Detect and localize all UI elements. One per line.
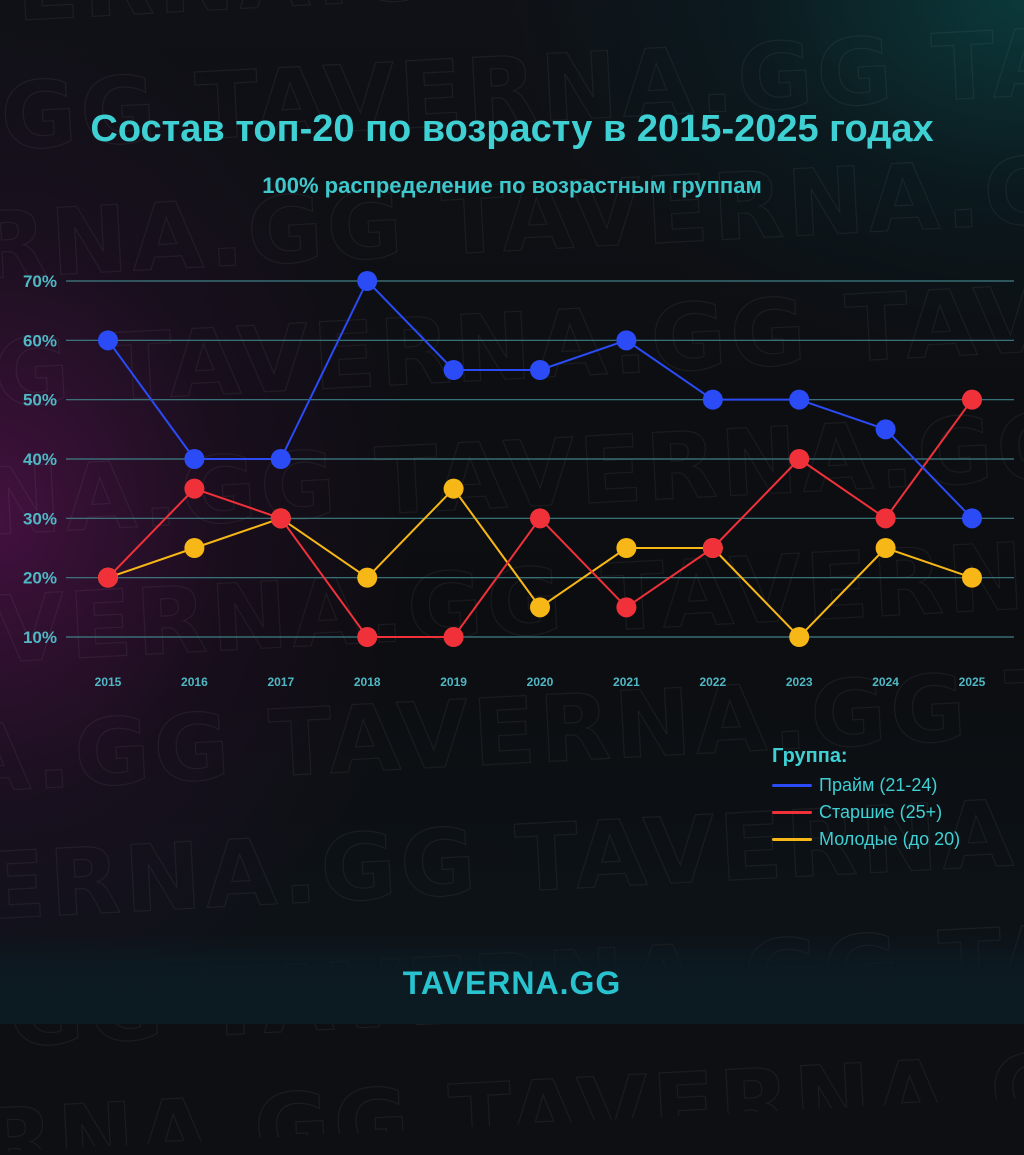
data-point: [875, 508, 896, 529]
data-point: [357, 627, 378, 647]
brand-logo-text: TAVERNA.GG: [402, 965, 622, 1001]
x-tick-label: 2021: [613, 675, 640, 689]
y-tick-label: 40%: [23, 450, 57, 469]
legend-swatch-senior: [772, 811, 812, 814]
legend-swatch-young: [772, 838, 812, 841]
x-tick-label: 2022: [699, 675, 726, 689]
legend-item-young: Молодые (до 20): [772, 826, 960, 853]
data-point: [443, 360, 464, 380]
data-point: [530, 508, 550, 529]
data-point: [875, 538, 896, 558]
legend-label-prime: Прайм (21-24): [819, 775, 938, 795]
data-point: [702, 538, 723, 558]
line-chart: 10%20%30%40%50%60%70% 2015 2016 2017 2018 20…: [23, 271, 1014, 689]
x-tick-label: 2019: [440, 675, 467, 689]
y-tick-label: 50%: [23, 391, 57, 410]
data-point: [530, 597, 550, 618]
x-axis-ticks: 2015 2016 2017 2018 2019 2020 2021 2022 2023 2024…: [95, 675, 986, 689]
data-point: [443, 478, 464, 499]
watermark-row: TAVERNA.GG TAVERNA.GG TAVERNA.GG TAVERNA…: [0, 913, 1024, 1155]
data-point: [357, 567, 378, 588]
legend-label-senior: Старшие (25+): [819, 802, 943, 822]
y-tick-label: 10%: [23, 628, 57, 647]
data-point: [98, 567, 118, 588]
data-point: [184, 538, 205, 558]
y-tick-label: 30%: [23, 509, 57, 528]
x-tick-label: 2017: [267, 675, 294, 689]
data-point: [98, 330, 118, 351]
data-point: [530, 360, 550, 380]
data-point: [789, 627, 810, 647]
x-tick-label: 2020: [527, 675, 554, 689]
legend-title: Группа:: [772, 745, 848, 767]
legend-label-young: Молодые (до 20): [819, 829, 961, 849]
data-point: [962, 567, 982, 588]
data-point: [443, 627, 464, 647]
x-tick-label: 2025: [959, 675, 986, 689]
x-tick-label: 2024: [872, 675, 899, 689]
data-point: [184, 449, 205, 469]
footer-band: [0, 934, 1024, 1024]
y-tick-label: 20%: [23, 569, 57, 588]
data-point: [702, 389, 723, 410]
y-tick-label: 60%: [23, 331, 57, 350]
series-points: [98, 271, 982, 647]
data-point: [789, 389, 810, 410]
x-tick-label: 2023: [786, 675, 813, 689]
legend-item-senior: Старшие (25+): [772, 799, 960, 826]
data-point: [357, 271, 378, 291]
y-tick-label: 70%: [23, 272, 57, 291]
chart-title: Состав топ-20 по возрасту в 2015-2025 го…: [90, 108, 934, 150]
data-point: [875, 419, 896, 440]
y-axis-ticks: 10% 20% 30% 40% 50% 60% 70%: [23, 272, 57, 647]
data-point: [184, 478, 205, 499]
x-tick-label: 2016: [181, 675, 208, 689]
data-point: [962, 389, 982, 410]
data-point: [789, 449, 810, 469]
x-tick-label: 2018: [354, 675, 381, 689]
legend-item-prime: Прайм (21-24): [772, 772, 960, 799]
data-point: [616, 330, 637, 351]
legend: Группа: Прайм (21-24) Старшие (25+) Моло…: [772, 745, 960, 853]
data-point: [616, 538, 637, 558]
data-point: [616, 597, 637, 618]
data-point: [270, 508, 291, 529]
x-tick-label: 2015: [95, 675, 122, 689]
legend-swatch-prime: [772, 784, 812, 787]
chart-subtitle: 100% распределение по возрастным группам: [262, 173, 762, 198]
data-point: [270, 449, 291, 469]
data-point: [962, 508, 982, 529]
